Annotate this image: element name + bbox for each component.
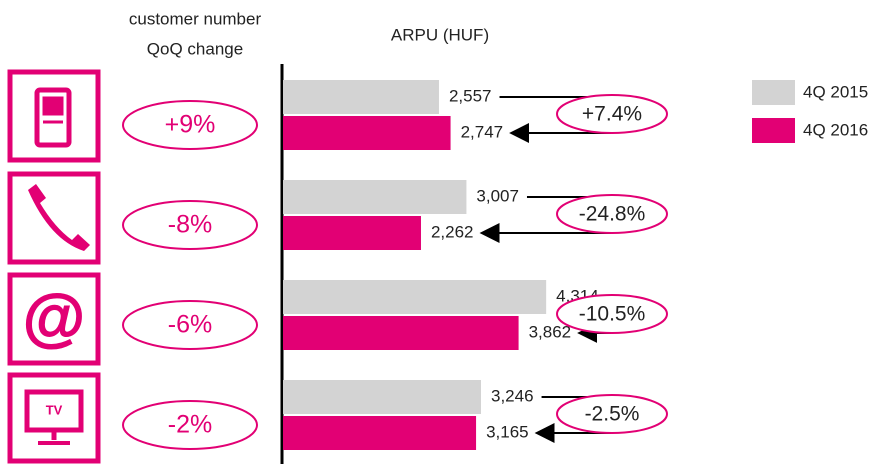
arpu-change-oval	[556, 294, 668, 334]
bar	[283, 80, 439, 114]
bar	[283, 416, 477, 450]
icon-internet: @	[7, 272, 101, 366]
value-label: 2,747	[461, 122, 504, 141]
bar	[283, 380, 482, 414]
header-left-2: QoQ change	[147, 39, 243, 58]
value-label: 3,007	[476, 186, 519, 205]
legend-swatch	[752, 118, 795, 143]
value-label: 2,262	[431, 222, 474, 241]
customer-change-oval	[122, 100, 258, 150]
legend-swatch	[752, 80, 795, 105]
bar	[283, 316, 519, 350]
customer-change: -2%	[168, 411, 212, 439]
icon-phone	[7, 171, 101, 265]
value-label: 2,557	[449, 86, 492, 105]
arpu-change: -2.5%	[585, 403, 640, 426]
customer-change-oval	[122, 300, 258, 350]
customer-change-oval	[122, 200, 258, 250]
svg-text:TV: TV	[46, 402, 63, 417]
svg-text:@: @	[23, 281, 85, 353]
bar	[283, 180, 467, 214]
arpu-change: -10.5%	[579, 303, 646, 326]
icon-tv: TV	[7, 372, 101, 464]
customer-change: -6%	[168, 311, 212, 339]
icon-mobile	[7, 69, 101, 163]
legend-label: 4Q 2015	[803, 82, 868, 101]
value-label: 3,862	[529, 322, 572, 341]
legend-label: 4Q 2016	[803, 120, 868, 139]
bar	[283, 216, 421, 250]
header-left-1: customer number	[129, 9, 262, 28]
value-label: 3,165	[486, 422, 529, 441]
customer-change: +9%	[165, 111, 216, 139]
bar	[283, 280, 547, 314]
chart-title: ARPU (HUF)	[391, 25, 489, 44]
arpu-change-oval	[556, 94, 668, 134]
customer-change-oval	[122, 400, 258, 450]
customer-change: -8%	[168, 211, 212, 239]
arpu-change-oval	[556, 394, 668, 434]
bar	[283, 116, 451, 150]
arpu-change-oval	[556, 194, 668, 234]
arpu-change: +7.4%	[582, 103, 642, 126]
arpu-change: -24.8%	[579, 203, 646, 226]
value-label: 3,246	[491, 386, 534, 405]
